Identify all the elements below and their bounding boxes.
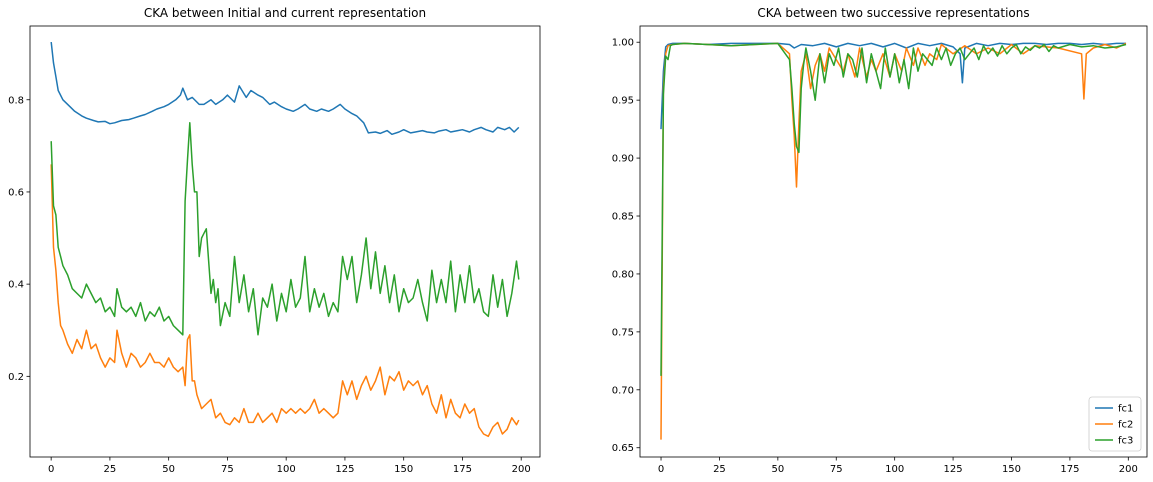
left-chart-x-tick-label: 150 [394,464,413,475]
right-chart-plot-area: 0 25 50 75 100 125 150 175 200 0.65 0.70 0.75 0.80 0.… [612,25,1148,475]
right-chart-x-tick-label: 25 [713,464,726,475]
right-chart-y-tick-label: 0.65 [612,443,634,454]
legend-box [1088,396,1142,452]
left-chart-axes-frame [29,25,541,458]
left-chart-y-tick-label: 0.6 [8,187,24,198]
legend-label-fc3: fc3 [1118,436,1133,447]
right-chart: CKA between two successive representatio… [612,6,1148,475]
right-chart-x-tick-label: 200 [1119,464,1138,475]
left-chart-plot-area: 0 25 50 75 100 125 150 175 200 0.2 0.4 0.6 0.8 [8,25,541,475]
right-chart-x-tick-label: 100 [885,464,904,475]
left-chart-x-tick-label: 125 [335,464,354,475]
right-chart-axes-frame [639,25,1148,458]
right-chart-x-tick-label: 175 [1060,464,1079,475]
right-chart-title: CKA between two successive representatio… [757,6,1029,20]
left-chart-x-tick-label: 25 [104,464,117,475]
left-chart-x-tick-label: 200 [512,464,531,475]
left-chart-y-tick-label: 0.2 [8,372,24,383]
right-chart-y-tick-label: 0.95 [612,96,634,107]
right-chart-y-tick-label: 0.85 [612,212,634,223]
left-chart-series-line-3 [50,122,520,336]
right-chart-x-tick-label: 0 [658,464,664,475]
right-chart-y-tick-label: 0.70 [612,385,634,396]
legend-label-fc2: fc2 [1118,420,1133,431]
right-chart-x-tick-label: 50 [771,464,784,475]
left-chart-x-tick-label: 175 [453,464,472,475]
left-chart-x-tick-label: 100 [277,464,296,475]
right-chart-x-tick-label: 150 [1002,464,1021,475]
right-chart-y-tick-label: 0.90 [612,154,634,165]
left-chart-x-tick-label: 50 [162,464,175,475]
right-chart-y-tick-label: 0.75 [612,327,634,338]
left-chart-series-line-1 [50,42,520,136]
right-chart-x-tick-label: 125 [944,464,963,475]
left-chart-x-tick-label: 0 [48,464,54,475]
right-chart-series-fc3 [660,42,1127,376]
right-chart-legend: fc1 fc2 fc3 [1088,396,1142,452]
legend-label-fc1: fc1 [1118,404,1133,415]
left-chart-x-tick-label: 75 [221,464,234,475]
right-chart-y-tick-label: 0.80 [612,269,634,280]
left-chart-y-tick-label: 0.4 [8,280,24,291]
right-chart-y-tick-label: 1.00 [612,38,634,49]
left-chart-y-tick-label: 0.8 [8,95,24,106]
left-chart-title: CKA between Initial and current represen… [144,6,426,20]
right-chart-x-tick-label: 75 [830,464,843,475]
left-chart-series-line-2 [50,164,520,438]
left-chart: CKA between Initial and current represen… [8,6,541,475]
